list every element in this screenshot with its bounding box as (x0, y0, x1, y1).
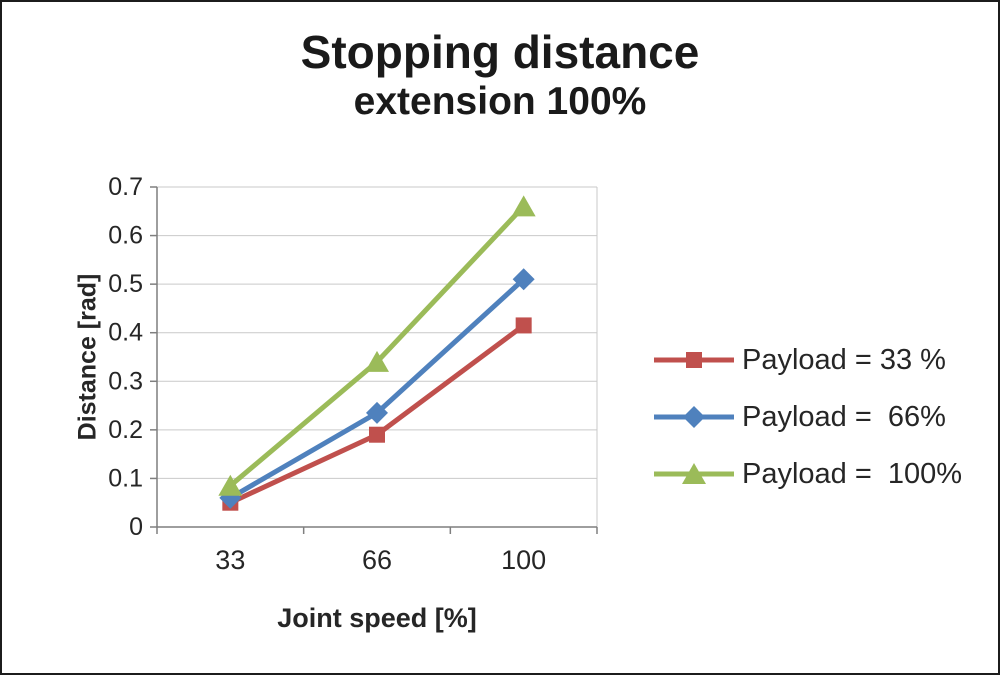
series-diamond (219, 268, 535, 509)
chart-subtitle: extension 100% (353, 79, 647, 123)
legend-item: Payload = 33 % (652, 338, 962, 382)
series-line (227, 203, 527, 489)
y-tick-label: 0.4 (108, 319, 143, 347)
y-tick-label: 0.2 (108, 416, 143, 444)
legend-label: Payload = 100% (742, 457, 963, 490)
y-tick-label: 0.1 (108, 464, 143, 492)
series-marker-diamond (683, 406, 705, 428)
series-marker-diamond (366, 401, 388, 424)
legend-label: Payload = 33 % (742, 343, 946, 376)
legend-item: Payload = 66% (652, 395, 962, 439)
chart-title: Stopping distance (300, 26, 700, 78)
series-triangle (218, 195, 536, 496)
y-tick-label: 0.7 (108, 173, 143, 201)
y-tick-label: 0 (129, 513, 143, 541)
legend-key-triangle (654, 463, 734, 484)
series-marker-diamond (512, 268, 535, 291)
series-marker-triangle (218, 474, 243, 496)
series-marker-triangle (511, 195, 536, 217)
y-tick-label: 0.5 (108, 270, 143, 298)
series-marker-triangle (682, 463, 706, 484)
legend-key-square (654, 352, 734, 368)
x-tick-label: 66 (362, 545, 392, 575)
series-marker-square (686, 352, 702, 368)
y-tick-label: 0.3 (108, 367, 143, 395)
x-tick-label: 33 (215, 545, 245, 575)
legend-key-diamond (654, 406, 734, 428)
x-tick-label: 100 (501, 545, 546, 575)
series-marker-triangle (365, 350, 389, 372)
legend-item: Payload = 100% (652, 452, 962, 496)
y-tick-label: 0.6 (108, 222, 143, 250)
series-marker-square (515, 317, 532, 334)
series-marker-square (369, 426, 385, 443)
series-line (227, 276, 527, 501)
legend-label: Payload = 66% (742, 400, 946, 433)
legend: Payload = 33 % Payload = 66% Payload = 100… (652, 338, 962, 496)
x-axis-title: Joint speed [%] (277, 603, 477, 633)
y-axis-title: Distance [rad] (73, 273, 102, 441)
chart-title-block: Stopping distance extension 100% (2, 26, 998, 126)
